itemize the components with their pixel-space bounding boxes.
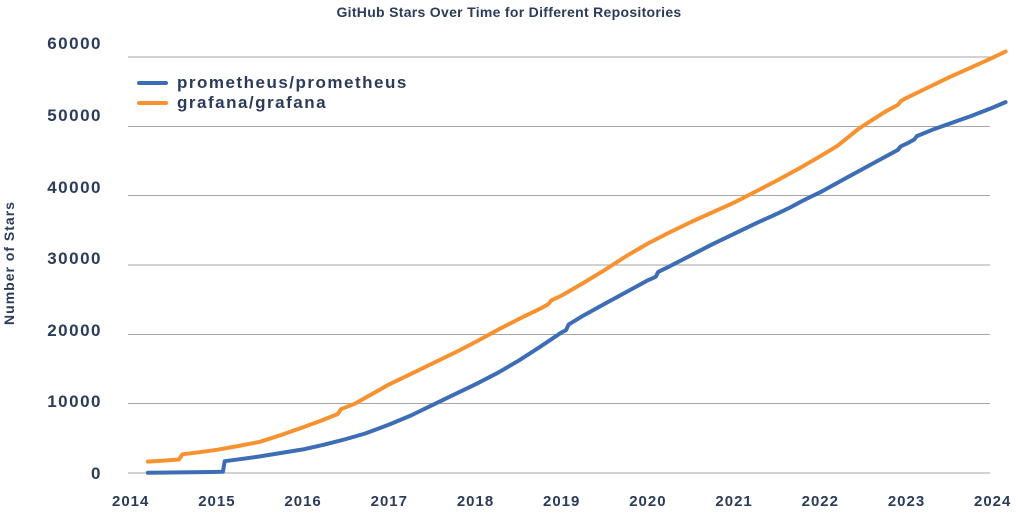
chart-title: GitHub Stars Over Time for Different Rep… [336,4,682,20]
x-tick-label: 2015 [198,493,236,510]
y-tick-label: 60000 [47,34,102,54]
series-line-prometheus [145,100,1008,475]
legend-label-grafana: grafana/grafana [177,93,328,112]
legend-item-prometheus: prometheus/prometheus [137,73,408,93]
prometheus-line-swatch [137,81,168,85]
y-tick-label: 40000 [47,177,102,197]
x-tick-label: 2023 [887,493,926,510]
x-tick-label: 2024 [974,493,1012,510]
x-tick-label: 2018 [456,493,495,510]
x-tick-label: 2014 [112,493,150,510]
y-tick-label: 30000 [47,249,102,269]
x-tick-label: 2017 [370,493,408,510]
y-tick-label: 50000 [47,106,102,125]
legend-label-prometheus: prometheus/prometheus [177,73,408,92]
grafana-line-swatch [137,101,168,105]
y-tick-label: 0 [91,464,102,483]
y-tick-label: 10000 [47,392,102,412]
series-line-grafana [145,49,1008,464]
legend: prometheus/prometheus grafana/grafana [137,73,408,113]
legend-item-grafana: grafana/grafana [137,93,408,113]
x-tick-label: 2022 [801,493,839,510]
x-tick-label: 2020 [629,493,667,510]
x-tick-label: 2019 [543,493,581,510]
x-tick-label: 2016 [284,493,322,510]
y-tick-label: 20000 [47,320,102,340]
x-tick-label: 2021 [715,493,753,510]
